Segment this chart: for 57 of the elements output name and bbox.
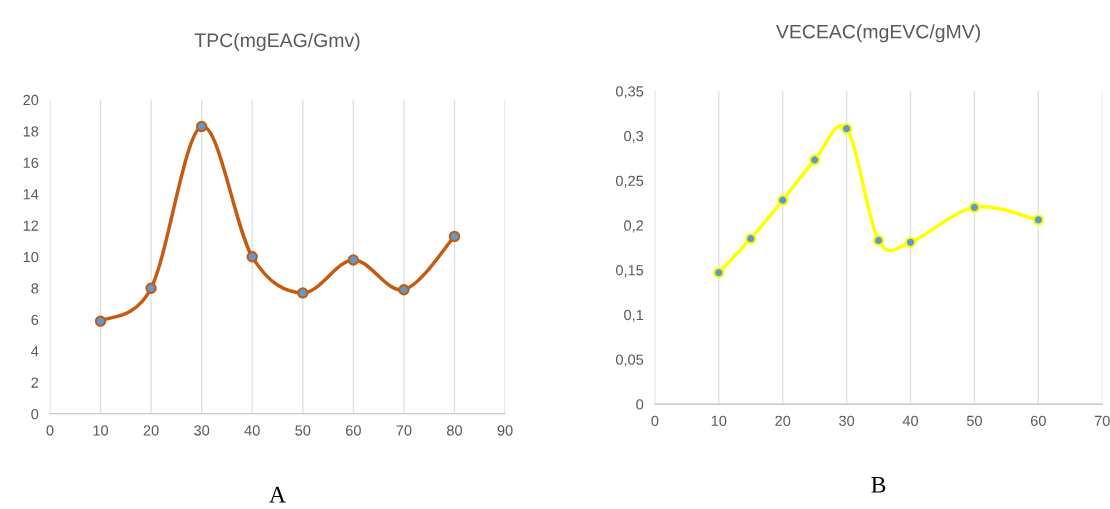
y-tick-label: 4	[31, 346, 39, 357]
y-tick-label: 8	[31, 283, 39, 294]
x-tick-label: 80	[447, 425, 463, 436]
text: A	[269, 486, 286, 503]
y-tick-label: 18	[23, 126, 39, 137]
x-tick-label: 60	[1030, 415, 1046, 426]
y-tick-label: 12	[23, 220, 39, 231]
y-tick-label: 0,3	[624, 130, 644, 143]
chart-title: VECEAC(mgEVC/gMV)	[776, 24, 980, 43]
point	[904, 236, 917, 248]
y-tick-label: 16	[23, 157, 39, 168]
y-tick-label: 0	[636, 399, 644, 410]
y-tick-label: 20	[23, 94, 39, 106]
x-tick-label: 60	[345, 425, 361, 436]
point	[398, 284, 410, 296]
x-tick-label: 10	[711, 415, 727, 426]
x-tick-label: 0	[46, 425, 54, 436]
y-tick-label: 6	[31, 314, 39, 326]
point	[1032, 214, 1045, 226]
x-tick-label: 30	[839, 415, 855, 426]
point	[968, 201, 981, 214]
x-tick-label: 30	[194, 425, 210, 436]
point	[448, 230, 461, 243]
point	[745, 232, 757, 245]
y-tick-label: 0,25	[615, 175, 644, 188]
x-tick-label: 20	[775, 415, 791, 426]
point	[808, 154, 821, 166]
x-tick-label: 40	[244, 425, 260, 436]
y-tick-label: 0,35	[615, 86, 644, 99]
point	[777, 194, 789, 206]
x-tick-label: 70	[396, 425, 412, 436]
x-tick-label: 70	[1094, 415, 1110, 426]
point	[246, 251, 258, 263]
chart-title: TPC(mgEAG/Gmv)	[194, 32, 360, 52]
x-tick-label: 0	[651, 415, 659, 426]
point	[347, 254, 360, 266]
point	[297, 287, 309, 299]
y-tick-label: 0,1	[624, 309, 644, 322]
x-tick-label: 20	[143, 425, 159, 436]
x-tick-label: 10	[93, 425, 109, 436]
x-tick-label: 50	[966, 415, 982, 426]
point	[195, 120, 208, 133]
x-tick-label: 90	[497, 425, 513, 436]
y-tick-label: 0,2	[624, 220, 644, 233]
x-tick-label: 40	[902, 415, 919, 426]
x-tick-label: 50	[295, 425, 311, 436]
y-tick-label: 10	[23, 251, 39, 263]
point	[145, 282, 157, 294]
y-tick-label: 2	[31, 377, 39, 388]
y-tick-label: 0,15	[615, 265, 644, 278]
point	[94, 315, 107, 327]
y-tick-label: 0,05	[615, 354, 644, 367]
y-tick-label: 14	[23, 189, 39, 200]
point	[713, 266, 725, 279]
text: B	[871, 477, 886, 493]
point	[840, 122, 853, 135]
point	[872, 234, 885, 247]
